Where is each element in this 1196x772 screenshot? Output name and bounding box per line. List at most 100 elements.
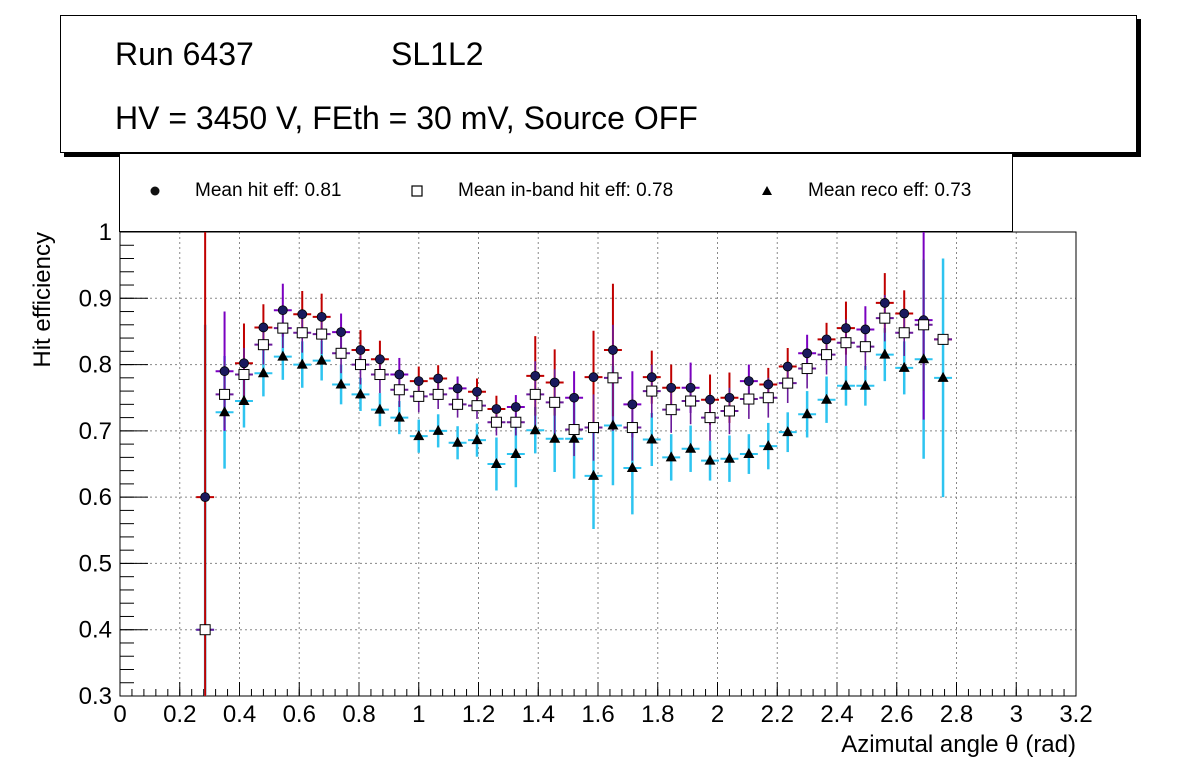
reco-point — [840, 379, 852, 390]
hit-point — [860, 324, 871, 335]
y-tick-label: 0.8 — [79, 352, 112, 379]
hit-point — [685, 382, 696, 393]
y-tick-label: 0.7 — [79, 418, 112, 445]
hit-point — [569, 392, 579, 403]
legend-reco-marker — [762, 186, 772, 195]
reco-point — [413, 430, 425, 441]
inband-point — [762, 392, 774, 404]
legend-hit-marker — [150, 186, 160, 196]
x-tick-label: 0 — [113, 701, 126, 728]
hit-point — [355, 345, 366, 355]
hit-point — [724, 392, 735, 403]
x-tick-label: 3.2 — [1059, 701, 1092, 728]
hit-point — [782, 361, 793, 372]
reco-point — [801, 408, 813, 419]
inband-point — [490, 416, 502, 428]
hit-point — [336, 327, 346, 337]
inband-point — [335, 347, 347, 359]
x-tick-label: 0.4 — [223, 701, 256, 728]
inband-point — [374, 369, 386, 381]
hit-point — [879, 298, 890, 308]
inband-point — [588, 422, 600, 434]
reco-point — [568, 432, 580, 443]
reco-point — [219, 406, 231, 417]
data-series — [196, 232, 953, 696]
hit-point — [200, 492, 211, 503]
y-tick-label: 0.4 — [79, 617, 112, 644]
inband-point — [568, 424, 580, 436]
axis-ticks: 0 0.2 0.4 0.6 0.8 1 1.2 1.4 1.6 1.8 2 2.2 2.4 2.6 2.8 3… — [79, 219, 1093, 728]
inband-point — [238, 369, 250, 381]
inband-point — [898, 327, 910, 339]
hit-point — [433, 373, 444, 384]
reco-point — [704, 454, 716, 465]
inband-point — [607, 372, 619, 384]
inband-point — [257, 339, 269, 351]
reco-point — [723, 452, 735, 463]
hit-point — [510, 402, 521, 412]
x-tick-label: 1.8 — [641, 701, 674, 728]
inband-point — [432, 388, 444, 400]
inband-point — [277, 322, 289, 334]
reco-point — [296, 358, 308, 369]
hit-point — [219, 366, 230, 377]
reco-point — [549, 432, 561, 443]
hit-point — [413, 376, 424, 387]
reco-point — [588, 469, 600, 480]
y-axis-label: Hit efficiency — [29, 232, 56, 368]
inband-point — [685, 395, 697, 407]
legend-inband-label: Mean in-band hit eff: 0.78 — [458, 180, 674, 201]
reco-point — [743, 448, 755, 459]
reco-point — [937, 371, 949, 382]
x-tick-label: 2 — [711, 701, 724, 728]
reco-point — [238, 395, 250, 406]
hit-point — [588, 372, 599, 383]
reco-point — [607, 419, 619, 430]
x-tick-label: 3 — [1010, 701, 1023, 728]
reco-point — [335, 378, 347, 389]
inband-point — [646, 385, 658, 397]
hit-point — [899, 308, 910, 319]
reco-point — [393, 411, 405, 422]
reco-point — [782, 426, 794, 437]
reco-point — [354, 388, 366, 399]
reco-point — [626, 461, 638, 472]
inband-point — [549, 396, 561, 408]
x-tick-label: 1.6 — [581, 701, 614, 728]
y-tick-label: 0.9 — [79, 285, 112, 312]
inband-point — [471, 400, 483, 412]
x-tick-label: 1 — [412, 701, 425, 728]
reco-point — [374, 403, 386, 414]
x-tick-label: 1.4 — [522, 701, 555, 728]
x-tick-label: 0.6 — [283, 701, 316, 728]
inband-point — [529, 388, 541, 400]
reco-point — [859, 379, 871, 390]
hit-point — [705, 394, 715, 405]
x-tick-label: 2.2 — [761, 701, 794, 728]
hit-point — [277, 305, 288, 316]
hit-point — [297, 309, 308, 320]
reco-point — [646, 433, 658, 444]
inband-point — [801, 363, 813, 375]
hit-point — [841, 323, 851, 334]
x-axis-label: Azimutal angle θ (rad) — [841, 731, 1076, 758]
hit-point — [375, 354, 385, 365]
y-tick-label: 0.5 — [79, 550, 112, 577]
x-tick-label: 2.4 — [820, 701, 853, 728]
inband-point — [840, 337, 852, 349]
inband-point — [626, 422, 638, 434]
grid-lines — [120, 232, 1076, 696]
reco-point — [471, 434, 483, 445]
inband-point — [452, 398, 464, 410]
reco-point — [821, 393, 833, 404]
hit-point — [530, 370, 541, 381]
inband-point — [510, 416, 522, 428]
hit-point — [646, 372, 657, 383]
legend-hit-label: Mean hit eff: 0.81 — [195, 180, 342, 201]
inband-point — [199, 624, 211, 636]
hit-point — [821, 334, 832, 345]
hit-point — [627, 399, 638, 410]
legend-inband-marker — [411, 185, 423, 197]
reco-point — [277, 350, 289, 361]
